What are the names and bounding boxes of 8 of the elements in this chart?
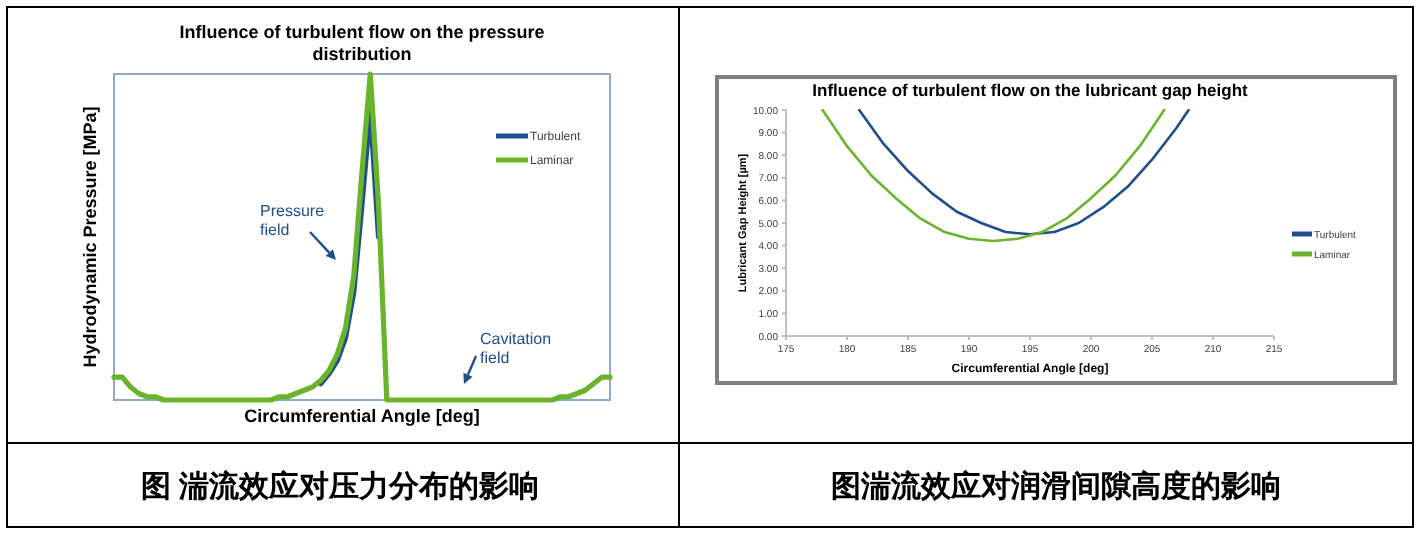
annotation: Pressure field — [260, 202, 326, 240]
annotation: Cavitation field — [480, 330, 552, 368]
text: 图 湍流效应对压力分布的影响 — [141, 468, 539, 504]
x-axis-title: Circumferential Angle [deg] — [244, 406, 480, 426]
chart-title: Influence of turbulent flow on the pressure distribution — [179, 22, 545, 64]
text: 图湍流效应对润滑间隙高度的影响 — [831, 468, 1281, 504]
chart-title: Influence of turbulent flow on the lubricant gap height — [812, 80, 1249, 100]
y-axis-title: Hydrodynamic Pressure [MPa] — [80, 106, 100, 368]
